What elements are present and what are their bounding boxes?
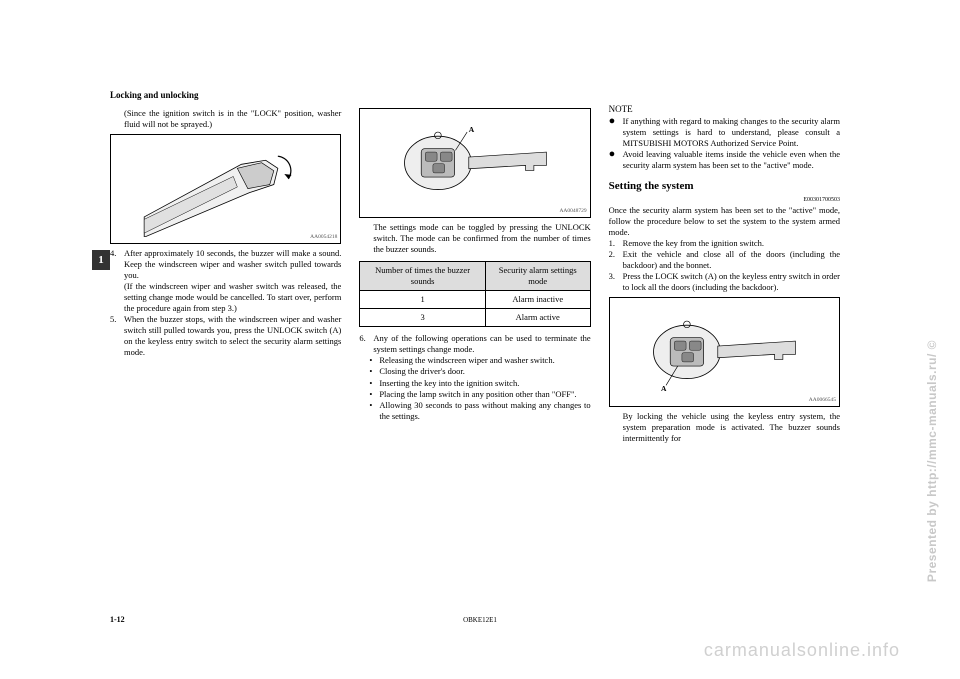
page-number: 1-12 <box>110 615 125 624</box>
intro-text: (Since the ignition switch is in the "LO… <box>110 108 341 130</box>
table-header-2: Security alarm settings mode <box>485 262 590 291</box>
figure-wiper-stalk: AA0054218 <box>110 134 341 244</box>
svg-text:A: A <box>468 125 474 134</box>
note-2: ●Avoid leaving valuable items inside the… <box>609 149 840 171</box>
column-1: Locking and unlocking (Since the ignitio… <box>110 90 341 630</box>
step-4a: 4.After approximately 10 seconds, the bu… <box>110 248 341 281</box>
figure-key-lock: A AA0066545 <box>609 297 840 407</box>
table-row: 3 Alarm active <box>360 309 590 327</box>
chapter-tab: 1 <box>92 250 110 270</box>
note-1: ●If anything with regard to making chang… <box>609 116 840 149</box>
step-2: 2.Exit the vehicle and close all of the … <box>609 249 840 271</box>
col3-p1: Once the security alarm system has been … <box>609 205 840 238</box>
svg-text:A: A <box>661 385 667 394</box>
section-header: Locking and unlocking <box>110 90 341 102</box>
column-3: NOTE ●If anything with regard to making … <box>609 90 840 630</box>
bullet-5: •Allowing 30 seconds to pass without mak… <box>359 400 590 422</box>
figure-caption: AA0054218 <box>310 234 337 241</box>
bullet-3: •Inserting the key into the ignition swi… <box>359 378 590 389</box>
table-cell: 1 <box>360 291 486 309</box>
bullet-1: •Releasing the windscreen wiper and wash… <box>359 355 590 366</box>
table-cell: Alarm inactive <box>485 291 590 309</box>
tab-label: 1 <box>98 254 104 266</box>
page-content: Locking and unlocking (Since the ignitio… <box>110 90 840 630</box>
step-number: 6. <box>359 333 373 344</box>
bullet-2: •Closing the driver's door. <box>359 366 590 377</box>
watermark: carmanualsonline.info <box>704 640 900 661</box>
table-cell: 3 <box>360 309 486 327</box>
doc-id: E00301700503 <box>609 197 840 205</box>
setting-system-heading: Setting the system <box>609 179 840 193</box>
col3-p2: By locking the vehicle using the keyless… <box>609 411 840 444</box>
table-cell: Alarm active <box>485 309 590 327</box>
note-label: NOTE <box>609 104 840 116</box>
step-4b: (If the windscreen wiper and washer swit… <box>110 281 341 314</box>
step-6: 6.Any of the following operations can be… <box>359 333 590 355</box>
table-header-1: Number of times the buzzer sounds <box>360 262 486 291</box>
key-illustration-1: A <box>378 117 573 209</box>
table-row: 1 Alarm inactive <box>360 291 590 309</box>
step-1: 1.Remove the key from the ignition switc… <box>609 238 840 249</box>
figure-caption: AA0066545 <box>809 397 836 404</box>
step-5: 5.When the buzzer stops, with the windsc… <box>110 314 341 358</box>
settings-table: Number of times the buzzer sounds Securi… <box>359 261 590 327</box>
key-illustration-2: A <box>627 306 822 398</box>
col2-p1: The settings mode can be toggled by pres… <box>359 222 590 255</box>
stalk-illustration <box>122 140 328 237</box>
figure-caption: AA0048729 <box>559 208 586 215</box>
step-3: 3.Press the LOCK switch (A) on the keyle… <box>609 271 840 293</box>
bullet-4: •Placing the lamp switch in any position… <box>359 389 590 400</box>
column-2: A AA0048729 The settings mode can be tog… <box>359 90 590 630</box>
figure-key-unlock: A AA0048729 <box>359 108 590 218</box>
doc-code: OBKE12E1 <box>463 616 497 624</box>
side-credit: Presented by http://mmc-manuals.ru/ © <box>925 340 939 582</box>
step-number: 4. <box>110 248 124 259</box>
step-number: 5. <box>110 314 124 325</box>
